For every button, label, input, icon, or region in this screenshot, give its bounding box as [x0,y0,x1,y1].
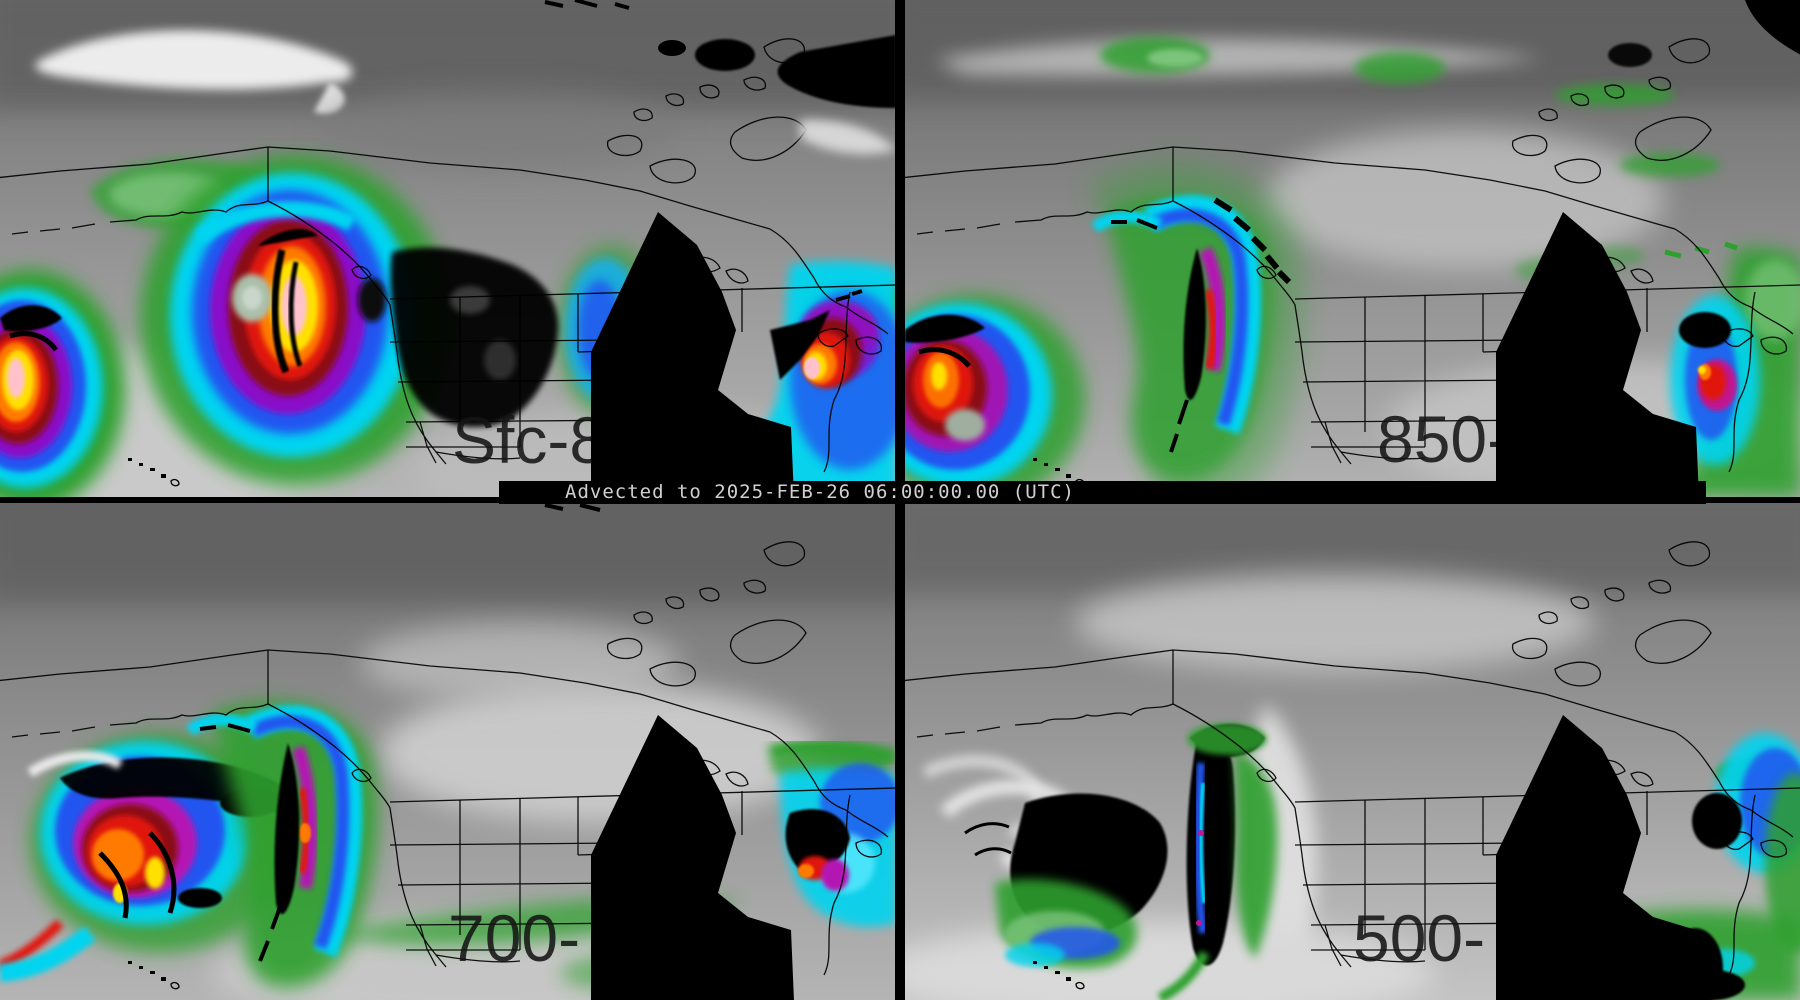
storm-east-coast [1664,241,1800,497]
storm-comma-pacific [140,155,450,485]
dry-slot-central [1157,723,1278,1000]
panel-700: 700- [0,503,895,1000]
storm-comma-pacific [1088,164,1303,497]
panel-label-sfc-850: Sfc-8 [452,403,606,477]
advection-timestamp-caption: Advected to 2025-FEB-26 06:00:00.00 (UTC… [565,481,1075,503]
sfc-850-imagery: Sfc-8 [0,0,895,497]
caption-bar: Advected to 2025-FEB-26 06:00:00.00 (UTC… [499,481,1706,504]
500-imagery: 500- [905,503,1800,1000]
panel-850: 850- [905,0,1800,497]
storm-west-edge [905,295,1085,497]
panel-sfc-850: Sfc-8 [0,0,895,497]
850-imagery: 850- [905,0,1800,497]
storm-west-spiral [0,733,303,982]
panel-label-500: 500- [1353,901,1485,975]
dry-slot-west [940,780,1168,969]
panel-label-700: 700- [448,901,580,975]
storm-west-edge [0,270,125,497]
storm-east-coast [768,739,895,927]
700-imagery: 700- [0,503,895,1000]
panel-500: 500- [905,503,1800,1000]
panel-label-850: 850- [1377,402,1509,476]
